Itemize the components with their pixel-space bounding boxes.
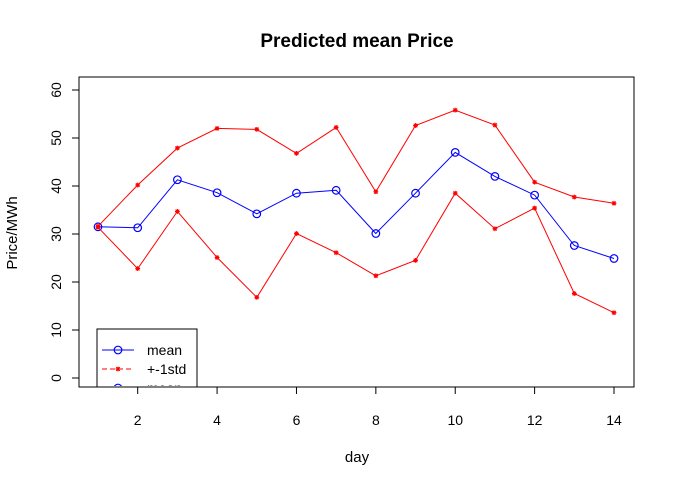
y-tick-label: 40 xyxy=(48,178,64,194)
data-point xyxy=(452,190,458,196)
data-point xyxy=(611,310,617,316)
chart-title: Predicted mean Price xyxy=(260,31,453,52)
series-line xyxy=(97,151,615,259)
data-point xyxy=(492,226,498,232)
y-axis: 0 10 20 30 40 50 60 xyxy=(48,82,80,382)
data-point xyxy=(532,205,538,211)
x-axis: 2 4 6 8 10 12 14 xyxy=(134,386,622,428)
x-tick-label: 8 xyxy=(372,412,380,428)
data-point xyxy=(333,125,339,130)
data-point xyxy=(569,241,579,250)
data-point xyxy=(135,266,141,271)
data-point xyxy=(530,190,540,200)
y-tick-label: 30 xyxy=(48,226,64,242)
data-point xyxy=(450,147,460,157)
data-point xyxy=(174,209,180,214)
x-tick-label: 2 xyxy=(134,412,142,428)
legend-box xyxy=(96,328,198,388)
legend-marker xyxy=(115,366,121,372)
data-point xyxy=(413,258,418,263)
data-point xyxy=(294,231,299,236)
series-mean xyxy=(93,147,619,263)
legend-content: mean +-1std mean xyxy=(102,342,186,396)
data-point xyxy=(373,273,379,279)
y-tick-label: 10 xyxy=(48,322,64,338)
y-tick-label: 20 xyxy=(48,274,64,290)
x-tick-label: 4 xyxy=(213,412,221,428)
x-tick-label: 14 xyxy=(606,412,622,428)
plot-frame xyxy=(78,76,635,388)
data-point xyxy=(294,150,299,156)
y-axis-title: Price/MWh xyxy=(4,196,21,269)
data-point xyxy=(174,145,180,151)
data-point xyxy=(133,223,143,233)
data-point xyxy=(172,175,182,185)
legend: mean +-1std mean xyxy=(96,328,198,396)
data-point xyxy=(254,294,260,300)
data-point xyxy=(611,200,617,206)
data-point xyxy=(490,171,500,181)
data-point xyxy=(571,194,577,200)
data-point xyxy=(571,291,577,296)
legend-label: mean xyxy=(147,342,182,358)
y-tick-label: 60 xyxy=(48,82,64,98)
data-point xyxy=(331,185,341,195)
legend-label: +-1std xyxy=(147,361,186,377)
data-point xyxy=(214,126,220,131)
x-axis-title: day xyxy=(345,449,370,466)
series-layer xyxy=(93,107,619,316)
data-point xyxy=(214,255,220,260)
data-point xyxy=(373,189,379,195)
legend-label: mean xyxy=(147,380,182,396)
data-point xyxy=(333,250,339,256)
series-1std xyxy=(95,190,617,316)
legend-marker xyxy=(114,383,122,386)
data-point xyxy=(411,188,420,198)
series-line xyxy=(97,109,615,227)
series-1std xyxy=(95,107,617,229)
y-tick-label: 0 xyxy=(48,374,64,382)
data-point xyxy=(532,179,538,185)
y-tick-label: 50 xyxy=(48,130,64,146)
data-point xyxy=(254,126,260,132)
series-line xyxy=(97,192,615,314)
data-point xyxy=(135,182,141,188)
x-tick-label: 12 xyxy=(527,412,543,428)
x-tick-label: 6 xyxy=(293,412,301,428)
data-point xyxy=(413,123,418,128)
data-point xyxy=(292,188,301,198)
data-point xyxy=(452,107,458,113)
data-point xyxy=(252,209,262,219)
data-point xyxy=(93,222,103,232)
data-point xyxy=(609,254,619,263)
data-point xyxy=(212,188,222,198)
data-point xyxy=(371,229,381,238)
data-point xyxy=(95,224,101,230)
data-point xyxy=(492,122,498,128)
x-tick-label: 10 xyxy=(447,412,463,428)
legend-marker xyxy=(113,345,123,355)
